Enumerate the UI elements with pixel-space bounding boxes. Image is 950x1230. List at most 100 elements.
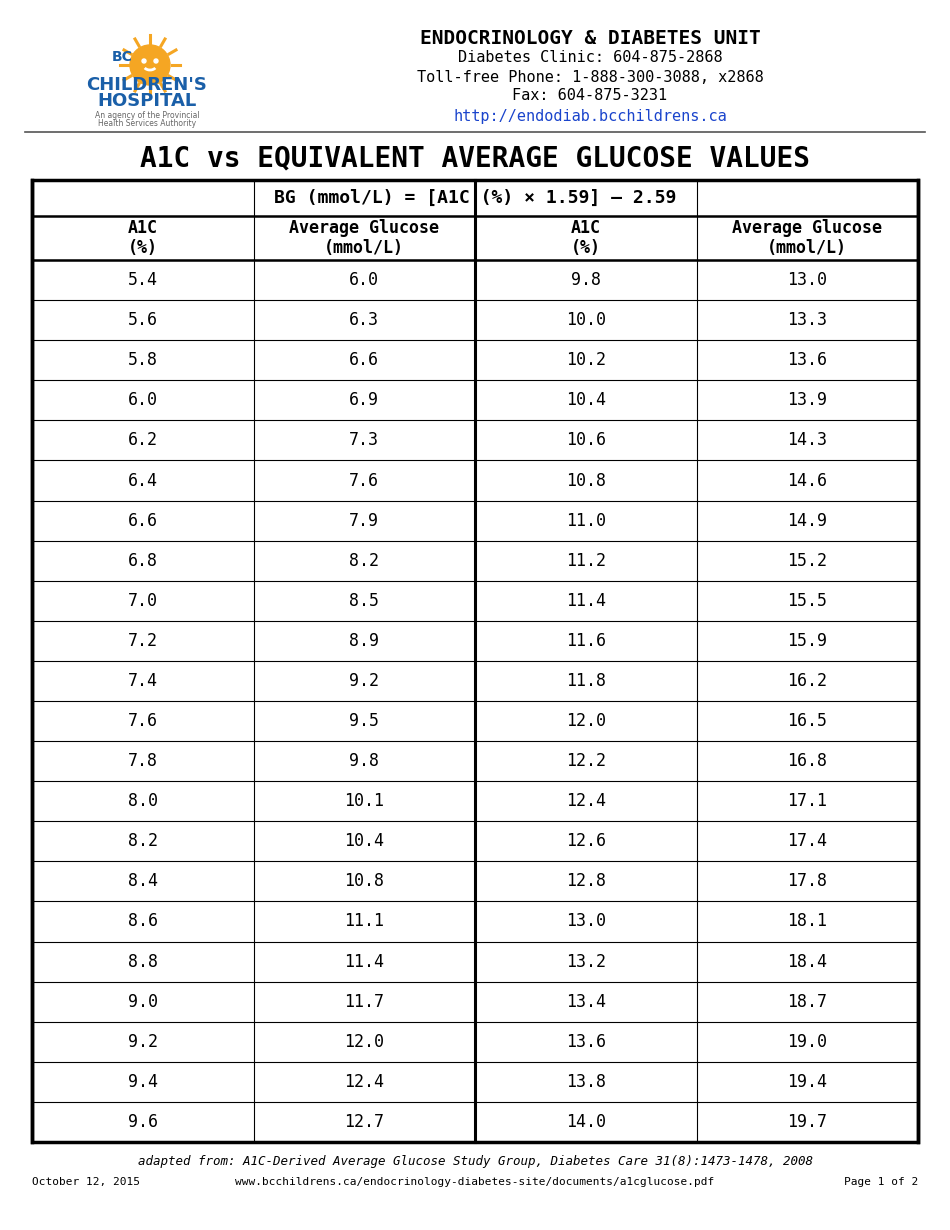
- Text: Health Services Authority: Health Services Authority: [98, 118, 196, 128]
- Text: A1C
(%): A1C (%): [127, 219, 158, 257]
- Text: October 12, 2015: October 12, 2015: [32, 1177, 140, 1187]
- Text: 7.2: 7.2: [127, 632, 158, 649]
- Text: 6.8: 6.8: [127, 552, 158, 569]
- Text: 9.0: 9.0: [127, 993, 158, 1011]
- Text: 6.4: 6.4: [127, 471, 158, 490]
- Text: http://endodiab.bcchildrens.ca: http://endodiab.bcchildrens.ca: [453, 109, 727, 124]
- Text: 12.0: 12.0: [566, 712, 606, 731]
- Text: 9.5: 9.5: [350, 712, 379, 731]
- Text: Diabetes Clinic: 604-875-2868: Diabetes Clinic: 604-875-2868: [458, 50, 722, 65]
- Text: 11.6: 11.6: [566, 632, 606, 649]
- Text: 16.5: 16.5: [788, 712, 827, 731]
- Text: 17.1: 17.1: [788, 792, 827, 811]
- Text: HOSPITAL: HOSPITAL: [97, 92, 197, 109]
- Text: www.bcchildrens.ca/endocrinology-diabetes-site/documents/a1cglucose.pdf: www.bcchildrens.ca/endocrinology-diabete…: [236, 1177, 714, 1187]
- Text: 7.6: 7.6: [127, 712, 158, 731]
- Text: 7.3: 7.3: [350, 432, 379, 449]
- Text: BG (mmol/L) = [A1C (%) × 1.59] – 2.59: BG (mmol/L) = [A1C (%) × 1.59] – 2.59: [274, 189, 676, 207]
- Text: A1C vs EQUIVALENT AVERAGE GLUCOSE VALUES: A1C vs EQUIVALENT AVERAGE GLUCOSE VALUES: [140, 144, 810, 172]
- Text: 5.8: 5.8: [127, 352, 158, 369]
- Text: 11.1: 11.1: [344, 913, 384, 931]
- Text: 17.4: 17.4: [788, 833, 827, 850]
- Text: 11.8: 11.8: [566, 672, 606, 690]
- Text: A1C
(%): A1C (%): [571, 219, 600, 257]
- Text: 19.4: 19.4: [788, 1073, 827, 1091]
- Text: 5.6: 5.6: [127, 311, 158, 330]
- Text: 13.9: 13.9: [788, 391, 827, 410]
- Text: 6.6: 6.6: [350, 352, 379, 369]
- Text: 7.8: 7.8: [127, 752, 158, 770]
- Text: Toll-free Phone: 1-888-300-3088, x2868: Toll-free Phone: 1-888-300-3088, x2868: [417, 70, 764, 85]
- Text: 14.9: 14.9: [788, 512, 827, 530]
- Text: 8.4: 8.4: [127, 872, 158, 891]
- Text: 18.4: 18.4: [788, 952, 827, 970]
- Text: 7.9: 7.9: [350, 512, 379, 530]
- Text: 7.0: 7.0: [127, 592, 158, 610]
- Text: 13.6: 13.6: [566, 1033, 606, 1050]
- Text: CHILDREN'S: CHILDREN'S: [86, 76, 207, 93]
- Text: 10.4: 10.4: [566, 391, 606, 410]
- Text: 10.0: 10.0: [566, 311, 606, 330]
- Text: 19.0: 19.0: [788, 1033, 827, 1050]
- Text: 9.2: 9.2: [127, 1033, 158, 1050]
- Text: ENDOCRINOLOGY & DIABETES UNIT: ENDOCRINOLOGY & DIABETES UNIT: [420, 28, 760, 48]
- Bar: [32, 180, 918, 1141]
- Text: adapted from: A1C-Derived Average Glucose Study Group, Diabetes Care 31(8):1473-: adapted from: A1C-Derived Average Glucos…: [138, 1155, 812, 1168]
- Text: 15.5: 15.5: [788, 592, 827, 610]
- Circle shape: [130, 46, 170, 85]
- Text: 14.6: 14.6: [788, 471, 827, 490]
- Text: 5.4: 5.4: [127, 271, 158, 289]
- Text: 9.6: 9.6: [127, 1113, 158, 1130]
- Text: 8.2: 8.2: [127, 833, 158, 850]
- Text: 15.9: 15.9: [788, 632, 827, 649]
- Text: Page 1 of 2: Page 1 of 2: [844, 1177, 918, 1187]
- Text: 6.2: 6.2: [127, 432, 158, 449]
- Text: 9.8: 9.8: [571, 271, 600, 289]
- Text: 11.7: 11.7: [344, 993, 384, 1011]
- Text: 12.7: 12.7: [344, 1113, 384, 1130]
- Text: 11.2: 11.2: [566, 552, 606, 569]
- Text: 17.8: 17.8: [788, 872, 827, 891]
- Circle shape: [154, 59, 158, 63]
- Text: 12.2: 12.2: [566, 752, 606, 770]
- Text: An agency of the Provincial: An agency of the Provincial: [95, 111, 200, 119]
- Text: 8.5: 8.5: [350, 592, 379, 610]
- Text: 9.8: 9.8: [350, 752, 379, 770]
- Text: 9.2: 9.2: [350, 672, 379, 690]
- Text: 13.6: 13.6: [788, 352, 827, 369]
- Text: 8.9: 8.9: [350, 632, 379, 649]
- Text: 18.7: 18.7: [788, 993, 827, 1011]
- Text: 12.4: 12.4: [344, 1073, 384, 1091]
- Text: BC: BC: [111, 50, 132, 64]
- Text: 6.0: 6.0: [350, 271, 379, 289]
- Text: 13.2: 13.2: [566, 952, 606, 970]
- Text: 12.4: 12.4: [566, 792, 606, 811]
- Text: 6.9: 6.9: [350, 391, 379, 410]
- Text: 16.2: 16.2: [788, 672, 827, 690]
- Text: 8.2: 8.2: [350, 552, 379, 569]
- Text: 15.2: 15.2: [788, 552, 827, 569]
- Text: 11.4: 11.4: [344, 952, 384, 970]
- Text: 6.3: 6.3: [350, 311, 379, 330]
- Text: 7.6: 7.6: [350, 471, 379, 490]
- Text: 10.6: 10.6: [566, 432, 606, 449]
- Text: 6.0: 6.0: [127, 391, 158, 410]
- Text: 14.3: 14.3: [788, 432, 827, 449]
- Text: Average Glucose
(mmol/L): Average Glucose (mmol/L): [732, 219, 883, 257]
- Circle shape: [142, 59, 146, 63]
- Text: 11.4: 11.4: [566, 592, 606, 610]
- Text: Fax: 604-875-3231: Fax: 604-875-3231: [512, 89, 668, 103]
- Text: 13.3: 13.3: [788, 311, 827, 330]
- Text: 11.0: 11.0: [566, 512, 606, 530]
- Text: 6.6: 6.6: [127, 512, 158, 530]
- Text: 14.0: 14.0: [566, 1113, 606, 1130]
- Text: 16.8: 16.8: [788, 752, 827, 770]
- Text: 12.0: 12.0: [344, 1033, 384, 1050]
- Text: 13.0: 13.0: [566, 913, 606, 931]
- Text: 8.8: 8.8: [127, 952, 158, 970]
- Text: 10.4: 10.4: [344, 833, 384, 850]
- Text: 10.8: 10.8: [566, 471, 606, 490]
- Text: 10.8: 10.8: [344, 872, 384, 891]
- Text: 8.0: 8.0: [127, 792, 158, 811]
- Text: 13.4: 13.4: [566, 993, 606, 1011]
